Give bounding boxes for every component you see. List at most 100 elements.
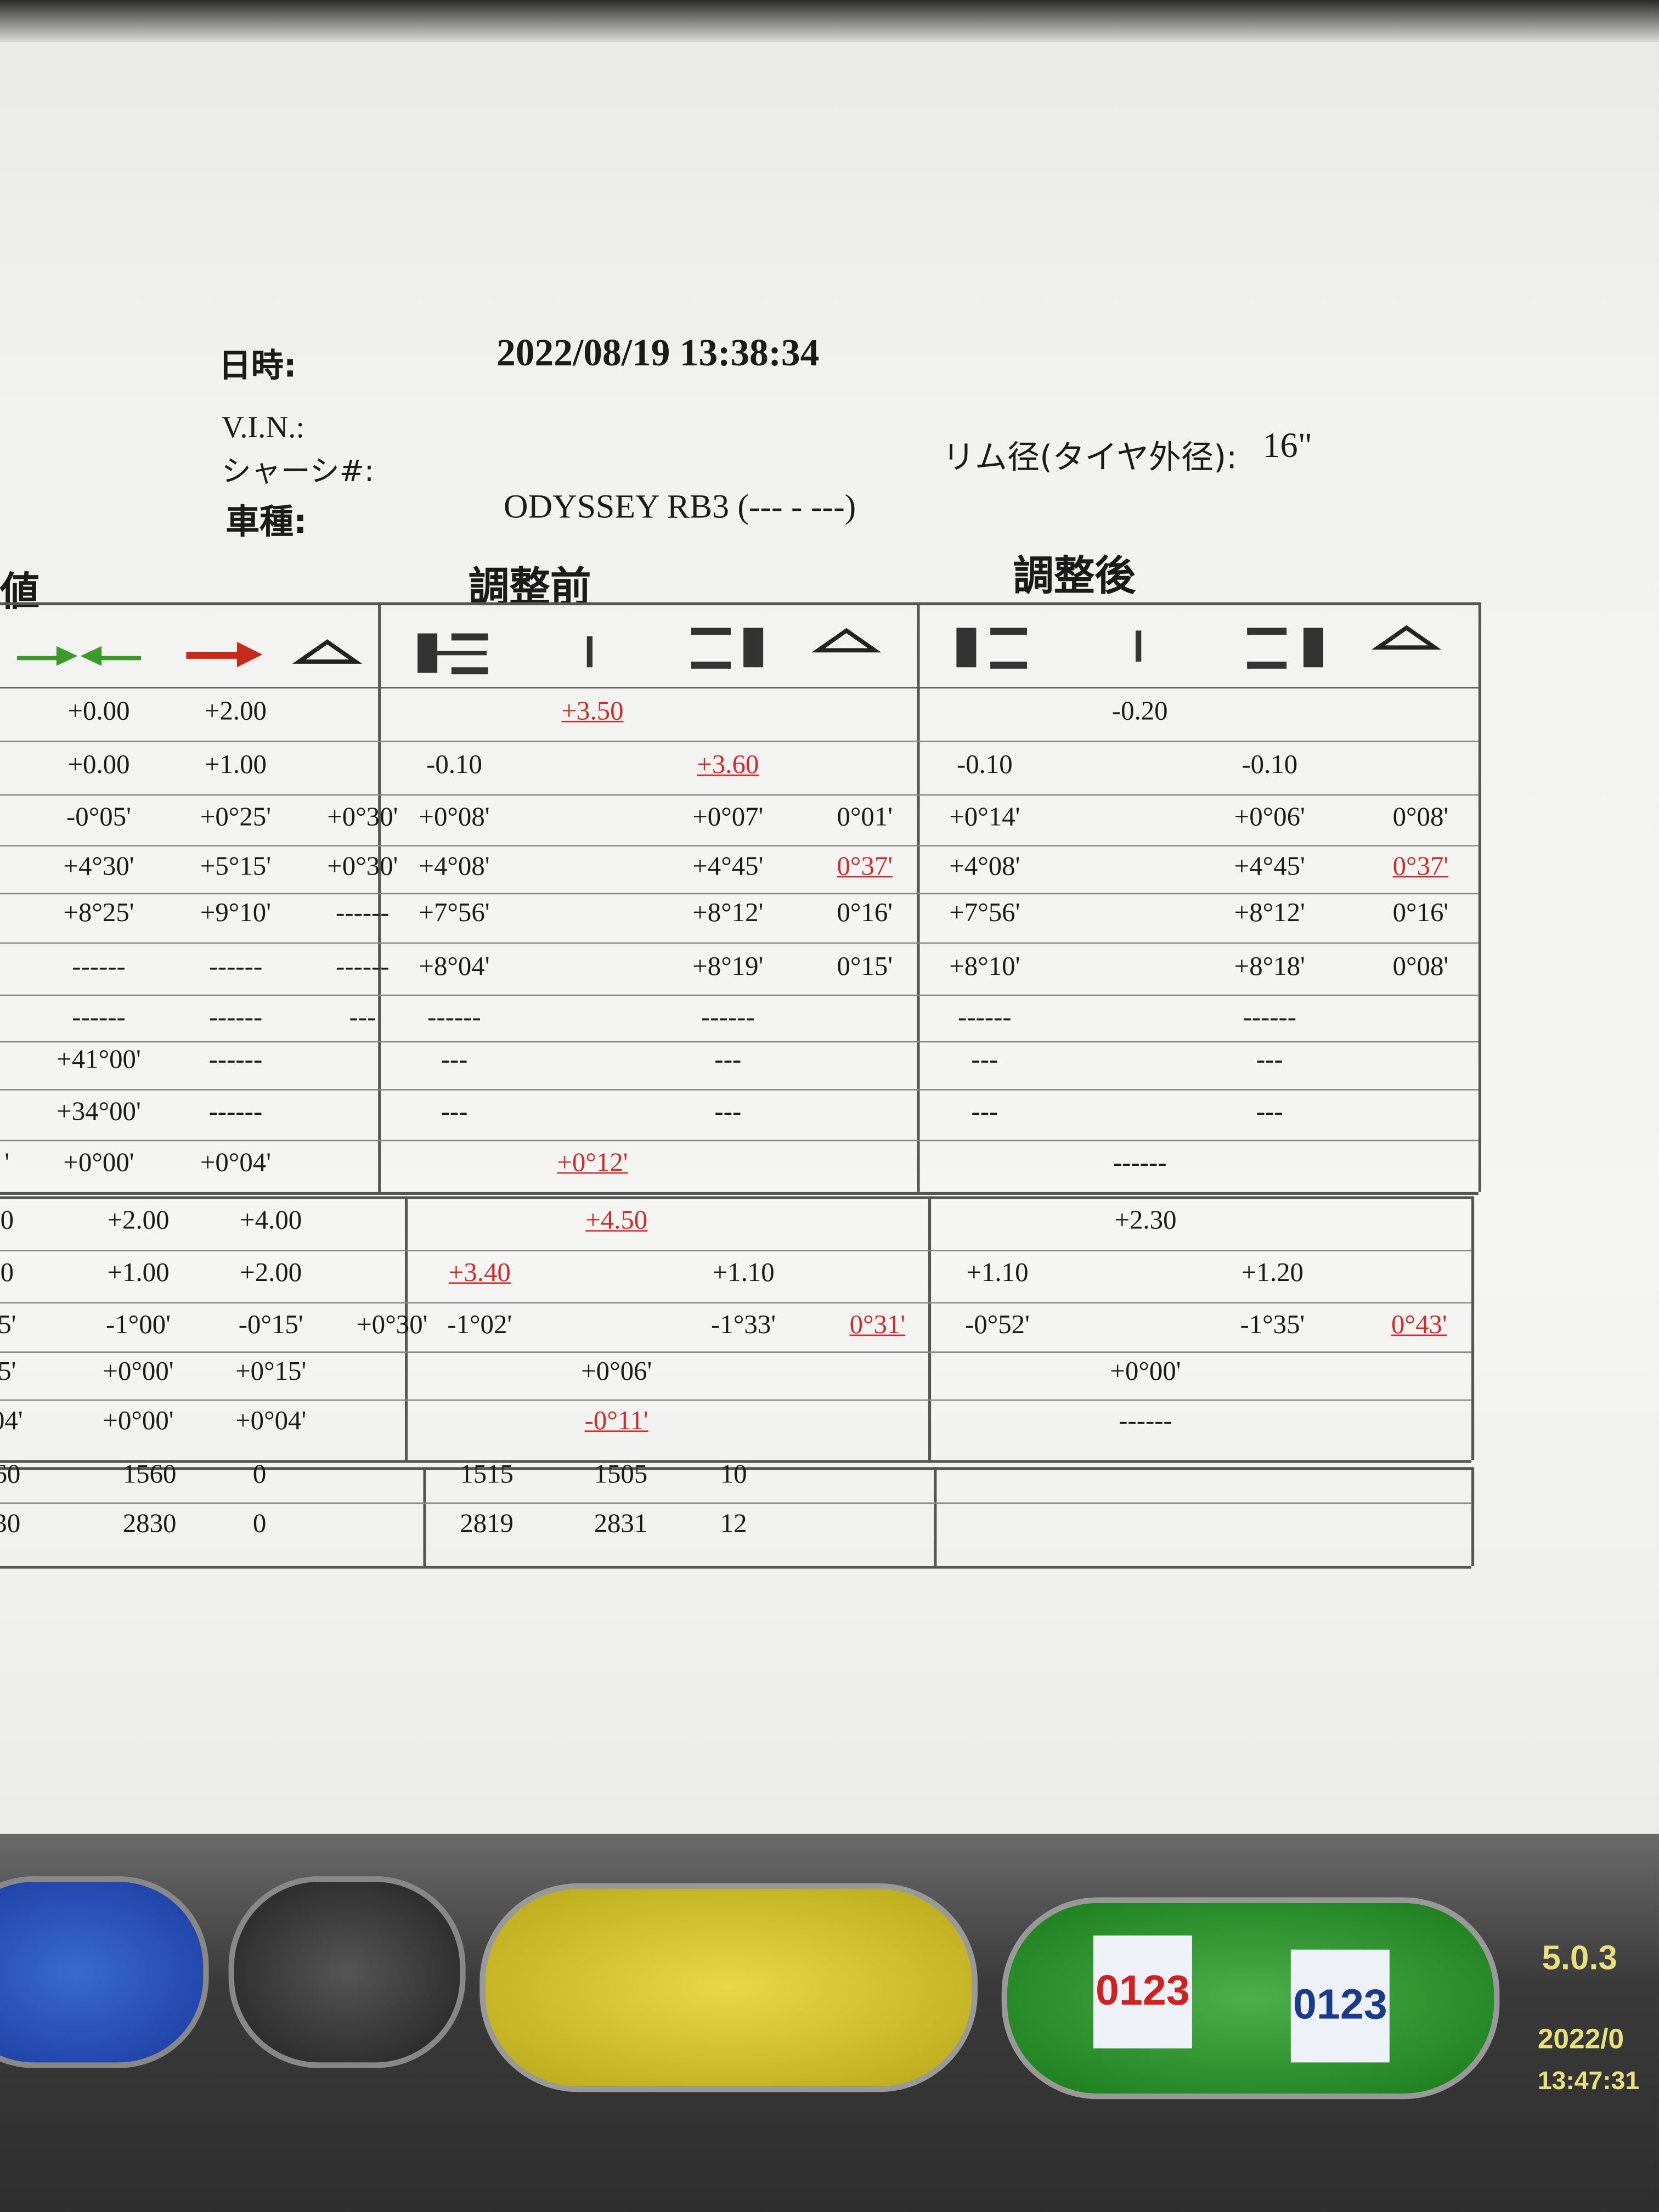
cell: ------: [208, 952, 263, 982]
cell: 0°16': [1392, 898, 1449, 928]
print-button[interactable]: [0, 1876, 209, 2068]
cell: -0.20: [1111, 697, 1168, 727]
table-border: [0, 1460, 1471, 1463]
cell: +0°30': [327, 803, 398, 833]
cell: +0°07': [692, 803, 764, 833]
column-divider: [917, 602, 920, 1192]
cell: +8°04': [419, 952, 490, 982]
bezel: [0, 0, 1659, 43]
cell: +2.30: [1114, 1206, 1177, 1236]
cell: 0°08': [1392, 803, 1449, 833]
cell: 5': [0, 1310, 16, 1340]
cell: 12: [720, 1509, 747, 1539]
cell: 0°37': [1392, 852, 1449, 882]
cell: +4°08': [949, 852, 1020, 882]
cell: +0°30': [327, 852, 398, 882]
cell: -1°00': [106, 1310, 171, 1340]
column-divider: [404, 1196, 408, 1460]
cell: ------: [1243, 1003, 1297, 1033]
cell: +7°56': [949, 898, 1020, 928]
print-color-button[interactable]: [479, 1883, 978, 2092]
cell: +1.10: [712, 1258, 775, 1288]
cell: +1.00: [107, 1258, 170, 1288]
cell: +0°25': [200, 803, 272, 833]
cell: +0°00': [103, 1357, 174, 1387]
cell: +0.00: [67, 750, 130, 780]
cell: -0.10: [956, 750, 1013, 780]
cell: +8°18': [1234, 952, 1305, 982]
cell: 0°43': [1391, 1310, 1447, 1340]
cell: +2.00: [204, 697, 267, 727]
column-icons: [16, 625, 1442, 675]
cell: +4°30': [63, 852, 134, 882]
cell: +7°56': [419, 898, 490, 928]
cell: 2830: [122, 1509, 177, 1539]
chassis-label: シャーシ#:: [221, 454, 375, 488]
cell: 0: [0, 1206, 14, 1236]
cell: ---: [1256, 1097, 1283, 1127]
cell: +1.00: [204, 750, 267, 780]
rim-value: 16": [1262, 427, 1312, 466]
cell: ------: [701, 1003, 755, 1033]
cell: +4.00: [240, 1206, 302, 1236]
row-divider: [0, 1139, 1479, 1142]
cell: ---: [441, 1045, 468, 1075]
cell: ------: [1113, 1148, 1167, 1178]
date-value: 2022/08/19 13:38:34: [496, 331, 820, 374]
table-border: [0, 1192, 1479, 1195]
blank-button[interactable]: [228, 1876, 466, 2068]
row-divider: [0, 844, 1479, 846]
cell: +0°14': [949, 803, 1020, 833]
cell: ---: [349, 1003, 376, 1033]
cell: ------: [208, 1097, 263, 1127]
cell: -0°52': [965, 1310, 1030, 1340]
cell: -0.10: [426, 750, 482, 780]
table-border: [0, 1467, 1471, 1470]
cell: +0°00': [1110, 1357, 1181, 1387]
cell: +0°08': [419, 803, 490, 833]
cell: 1505: [594, 1460, 648, 1490]
cell: +0.00: [67, 697, 130, 727]
cell: -0°11': [584, 1406, 648, 1436]
section-spec: 値: [0, 568, 40, 616]
cell: +8°10': [949, 952, 1020, 982]
export-button[interactable]: [1001, 1897, 1500, 2100]
row-divider: [0, 1351, 1471, 1352]
cell: +0°04': [235, 1406, 307, 1436]
rim-label: リム径(タイヤ外径):: [942, 440, 1238, 477]
cell: ---: [971, 1045, 998, 1075]
doc-red: 0123: [1093, 1935, 1192, 2049]
cell: +41°00': [57, 1045, 141, 1075]
cell: ': [4, 1148, 10, 1178]
cell: ---: [441, 1097, 468, 1127]
cell: -1°35': [1240, 1310, 1305, 1340]
cell: ------: [208, 1045, 263, 1075]
table-border: [0, 1196, 1471, 1199]
cell: 1515: [460, 1460, 514, 1490]
cell: 5': [0, 1357, 16, 1387]
cell: +0°00': [63, 1148, 134, 1178]
row-divider: [0, 1041, 1479, 1043]
cell: +5°15': [200, 852, 272, 882]
column-divider: [1471, 1196, 1475, 1460]
cell: ------: [427, 1003, 481, 1033]
cell: 0°08': [1392, 952, 1449, 982]
row-divider: [0, 942, 1479, 944]
cell: 0°31': [849, 1310, 906, 1340]
cell: +3.40: [448, 1258, 511, 1288]
row-divider: [0, 1301, 1471, 1303]
cell: 0: [252, 1509, 267, 1539]
cell: +0°06': [1234, 803, 1305, 833]
cell: +8°25': [63, 898, 134, 928]
cell: ------: [336, 898, 390, 928]
cell: ---: [971, 1097, 998, 1127]
cell: +4.50: [585, 1206, 648, 1236]
cell: +0°04': [200, 1148, 272, 1178]
cell: 0: [0, 1258, 14, 1288]
footer-time: 13:47:31: [1537, 2067, 1640, 2095]
cell: +2.00: [107, 1206, 170, 1236]
cell: -0.10: [1242, 750, 1298, 780]
cell: +0°15': [235, 1357, 307, 1387]
cell: 30: [0, 1509, 21, 1539]
